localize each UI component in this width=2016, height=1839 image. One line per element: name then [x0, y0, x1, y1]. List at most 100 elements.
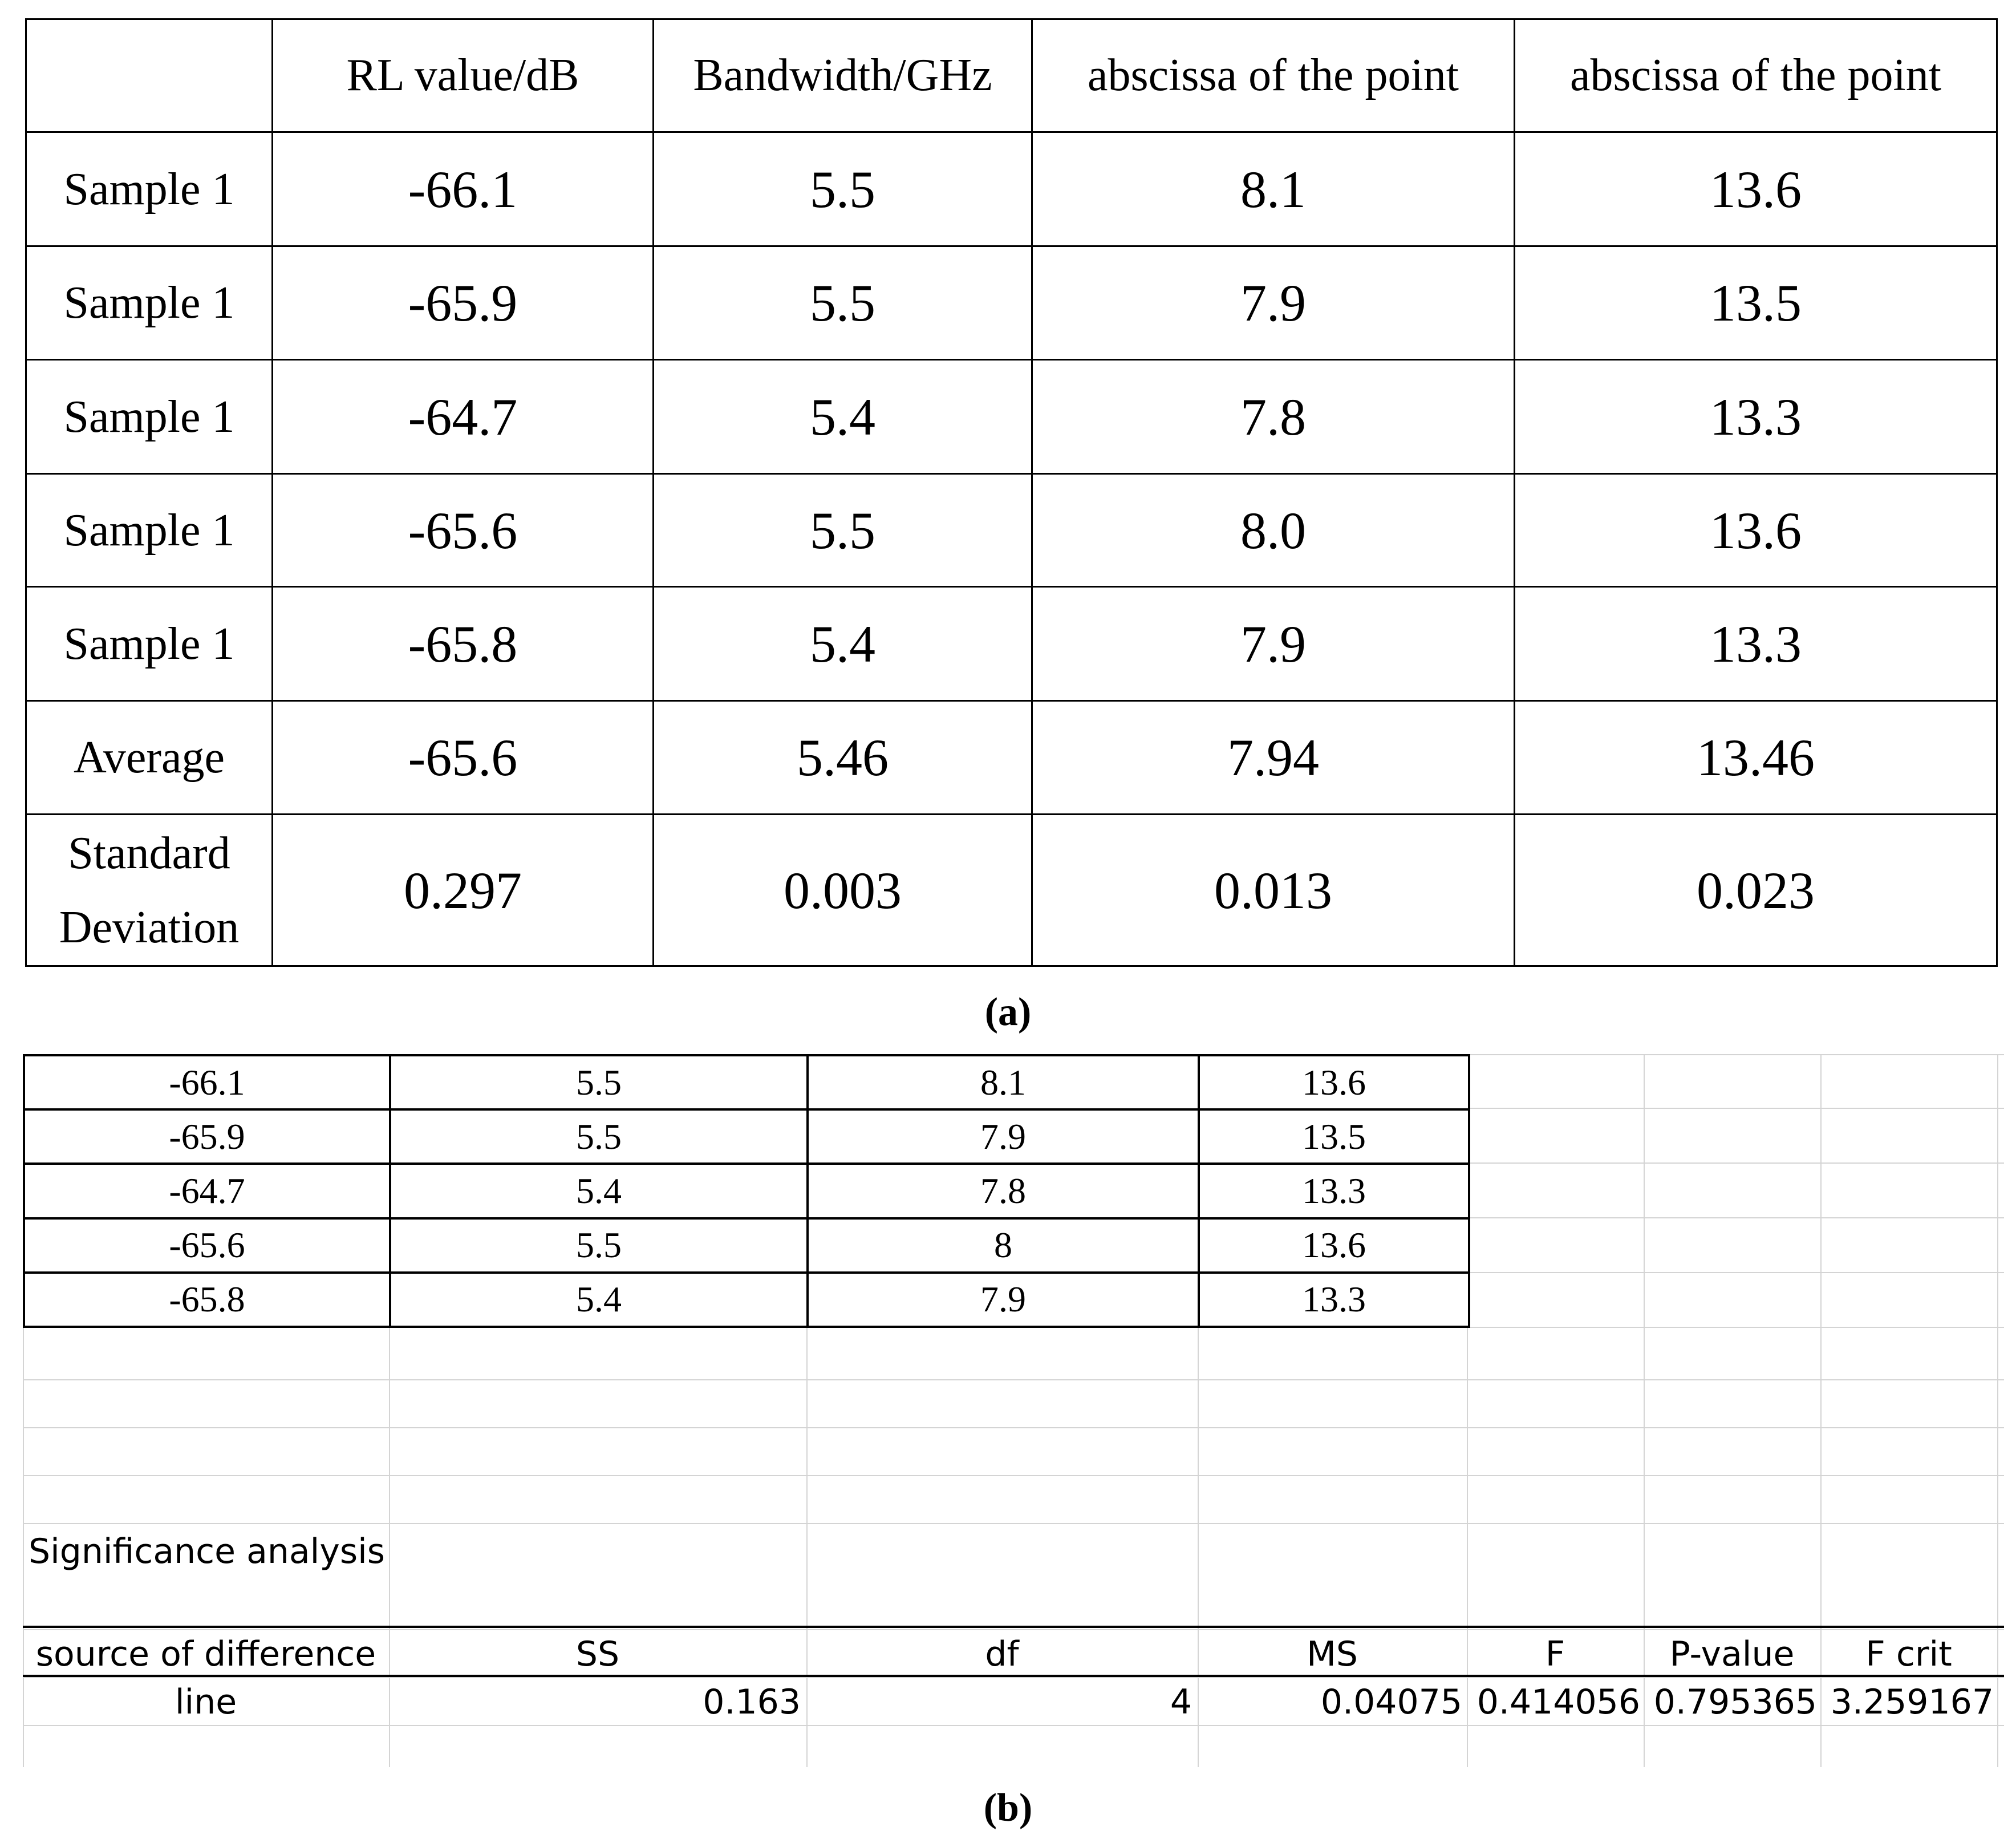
cell-rl-value: -66.1 [271, 131, 654, 247]
cell-abscissa-1: 7.9 [1031, 586, 1515, 702]
header-abscissa-2: abscissa of the point [1514, 18, 1998, 133]
cell-rl-value: -65.8 [271, 586, 654, 702]
cell-abscissa-2: 13.6 [1514, 131, 1998, 247]
cell-bandwidth: 0.003 [652, 813, 1033, 967]
table-header-row: RL value/dB Bandwidth/GHz abscissa of th… [25, 18, 1998, 133]
grid-line [23, 1629, 2004, 1630]
cell-abscissa-1: 0.013 [1031, 813, 1515, 967]
row-label: Sample 1 [25, 586, 273, 702]
cell-abscissa-2: 0.023 [1514, 813, 1998, 967]
header-bandwidth: Bandwidth/GHz [652, 18, 1033, 133]
grid-line [23, 1677, 2004, 1678]
grid-line [23, 1523, 2004, 1524]
anova-cell-p-value[interactable]: 0.795365 [1653, 1682, 1817, 1722]
table-row: Sample 1 -65.8 5.4 7.9 13.3 [25, 586, 1998, 702]
caption-b: (b) [983, 1786, 1033, 1830]
cell-bandwidth: 5.5 [652, 131, 1033, 247]
data-cell[interactable]: 5.5 [389, 1217, 809, 1274]
data-cell[interactable]: 5.4 [389, 1162, 809, 1220]
anova-header-p-value: P-value [1669, 1634, 1795, 1674]
data-row: -64.7 5.4 7.8 13.3 [23, 1162, 1470, 1220]
cell-rl-value: -65.6 [271, 700, 654, 815]
anova-cell-df[interactable]: 4 [1170, 1682, 1192, 1722]
anova-cell-ms[interactable]: 0.04075 [1320, 1682, 1462, 1722]
data-cell[interactable]: 5.5 [389, 1108, 809, 1165]
grid-line [23, 1427, 2004, 1428]
anova-top-rule [23, 1626, 2004, 1628]
row-label: Sample 1 [25, 473, 273, 588]
row-label: Sample 1 [25, 245, 273, 360]
grid-line [23, 1327, 2004, 1328]
data-row: -65.6 5.5 8 13.6 [23, 1217, 1470, 1274]
grid-line [806, 1054, 808, 1767]
anova-cell-f[interactable]: 0.414056 [1476, 1682, 1640, 1722]
data-cell[interactable]: 7.8 [806, 1162, 1200, 1220]
header-cell-empty [25, 18, 273, 133]
data-cell[interactable]: -64.7 [23, 1162, 391, 1220]
cell-abscissa-1: 8.1 [1031, 131, 1515, 247]
cell-abscissa-1: 7.8 [1031, 359, 1515, 475]
anova-header-f-crit: F crit [1865, 1634, 1952, 1674]
data-cell[interactable]: 5.5 [389, 1054, 809, 1111]
grid-line [23, 1054, 24, 1767]
anova-cell-ss[interactable]: 0.163 [703, 1682, 801, 1722]
anova-header-ss: SS [575, 1634, 620, 1674]
caption-a: (a) [984, 990, 1032, 1034]
data-cell[interactable]: 5.4 [389, 1271, 809, 1328]
data-cell[interactable]: -65.6 [23, 1217, 391, 1274]
table-row: Sample 1 -66.1 5.5 8.1 13.6 [25, 131, 1998, 247]
grid-line [23, 1475, 2004, 1476]
cell-abscissa-1: 8.0 [1031, 473, 1515, 588]
grid-line [23, 1054, 2004, 1055]
data-cell[interactable]: 13.6 [1198, 1054, 1470, 1111]
grid-line [1820, 1054, 1822, 1767]
data-cell[interactable]: 8 [806, 1217, 1200, 1274]
anova-header-source: source of difference [35, 1634, 376, 1674]
data-cell[interactable]: -65.9 [23, 1108, 391, 1165]
cell-abscissa-1: 7.9 [1031, 245, 1515, 360]
cell-abscissa-2: 13.3 [1514, 359, 1998, 475]
row-label-line: Deviation [59, 902, 240, 953]
data-cell[interactable]: -66.1 [23, 1054, 391, 1111]
cell-abscissa-2: 13.46 [1514, 700, 1998, 815]
row-label: Sample 1 [25, 131, 273, 247]
spreadsheet: -66.1 5.5 8.1 13.6 -65.9 5.5 7.9 13.5 -6… [23, 1054, 2004, 1767]
grid-line [23, 1379, 2004, 1380]
cell-bandwidth: 5.5 [652, 245, 1033, 360]
anova-header-df: df [985, 1634, 1019, 1674]
anova-cell-f-crit[interactable]: 3.259167 [1830, 1682, 1994, 1722]
row-label-std: Standard Deviation [25, 813, 273, 967]
table-row: Sample 1 -65.9 5.5 7.9 13.5 [25, 245, 1998, 360]
data-row: -66.1 5.5 8.1 13.6 [23, 1054, 1470, 1111]
data-block: -66.1 5.5 8.1 13.6 -65.9 5.5 7.9 13.5 -6… [23, 1054, 1470, 1328]
row-label-line: Standard [68, 828, 230, 878]
grid-line [1644, 1054, 1645, 1767]
row-label: Sample 1 [25, 359, 273, 475]
data-cell[interactable]: 13.5 [1198, 1108, 1470, 1165]
anova-header-f: F [1545, 1634, 1565, 1674]
table-row: Sample 1 -64.7 5.4 7.8 13.3 [25, 359, 1998, 475]
data-cell[interactable]: 13.3 [1198, 1162, 1470, 1220]
cell-rl-value: -64.7 [271, 359, 654, 475]
anova-header-rule [23, 1675, 2004, 1677]
table-row-average: Average -65.6 5.46 7.94 13.46 [25, 700, 1998, 815]
data-cell[interactable]: 8.1 [806, 1054, 1200, 1111]
cell-rl-value: -65.9 [271, 245, 654, 360]
row-label: Average [25, 700, 273, 815]
data-cell[interactable]: 7.9 [806, 1108, 1200, 1165]
grid-line [1467, 1054, 1468, 1767]
cell-rl-value: 0.297 [271, 813, 654, 967]
section-title: Significance analysis [29, 1532, 386, 1571]
header-abscissa-1: abscissa of the point [1031, 18, 1515, 133]
data-row: -65.8 5.4 7.9 13.3 [23, 1271, 1470, 1328]
data-cell[interactable]: 13.6 [1198, 1217, 1470, 1274]
cell-rl-value: -65.6 [271, 473, 654, 588]
grid-line [1997, 1054, 1998, 1767]
anova-cell-source[interactable]: line [175, 1682, 237, 1722]
data-row: -65.9 5.5 7.9 13.5 [23, 1108, 1470, 1165]
grid-line [1198, 1054, 1199, 1767]
data-cell[interactable]: -65.8 [23, 1271, 391, 1328]
header-rl-value: RL value/dB [271, 18, 654, 133]
data-cell[interactable]: 7.9 [806, 1271, 1200, 1328]
data-cell[interactable]: 13.3 [1198, 1271, 1470, 1328]
